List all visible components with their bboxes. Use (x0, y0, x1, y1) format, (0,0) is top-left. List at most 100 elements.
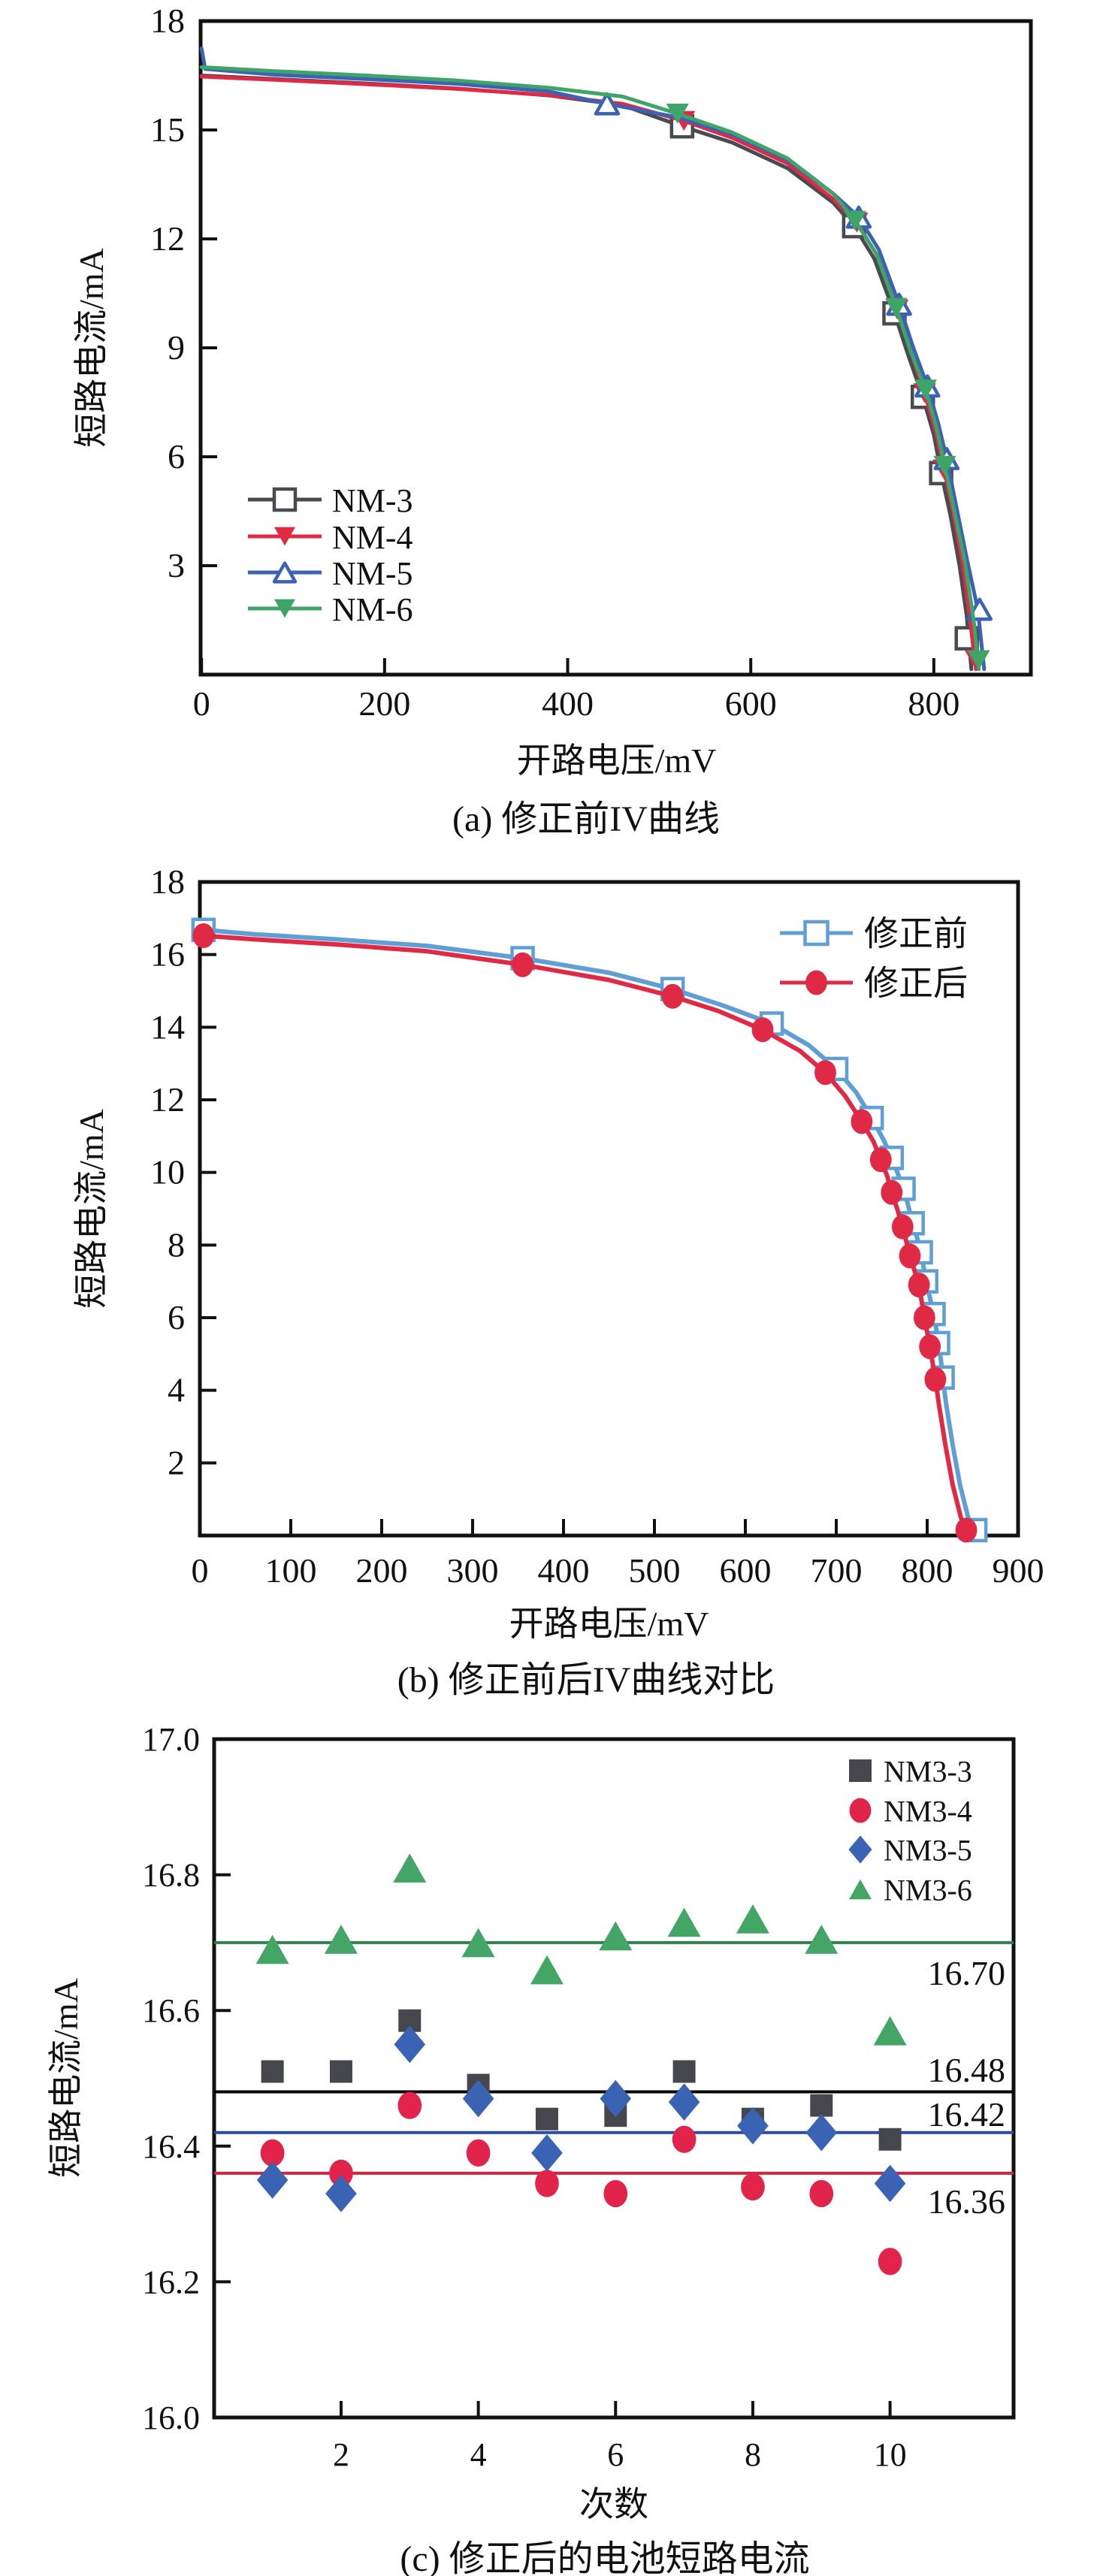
legend-label: NM3-3 (884, 1754, 972, 1788)
marker-circle (603, 2179, 628, 2208)
marker-square (849, 1759, 872, 1782)
series-line-NM-5 (199, 46, 987, 672)
marker-triangle-up (324, 1925, 358, 1954)
marker-square (803, 920, 829, 947)
marker-square (810, 2094, 833, 2117)
y-tick-label: 12 (150, 1080, 185, 1119)
marker-triangle-up (272, 561, 298, 584)
x-tick-label: 900 (993, 1551, 1044, 1590)
x-tick-label: 500 (629, 1551, 681, 1590)
chart-a-caption: (a) 修正前IV曲线 (452, 799, 720, 839)
marker-triangle-up (736, 1904, 769, 1934)
marker-circle (924, 1367, 947, 1392)
marker-square (329, 2060, 352, 2083)
marker-diamond (805, 2113, 838, 2152)
series-line-NM-6 (199, 65, 981, 672)
y-tick-label: 16.6 (142, 1992, 200, 2029)
marker-circle (260, 2139, 285, 2167)
y-tick-label: 16.2 (142, 2263, 200, 2300)
legend-label: NM-4 (332, 519, 413, 556)
chart-b-caption: (b) 修正前后IV曲线对比 (397, 1660, 775, 1700)
x-tick-label: 0 (192, 1551, 209, 1590)
marker-circle (891, 1214, 914, 1240)
marker-square (261, 2060, 284, 2083)
chart-c-caption: (c) 修正后的电池短路电流 (400, 2539, 810, 2576)
marker-circle (908, 1273, 930, 1297)
plot-frame (212, 1737, 1016, 2420)
x-tick-label: 200 (356, 1551, 408, 1590)
x-tick-label: 2 (333, 2436, 349, 2473)
marker-circle (672, 2125, 697, 2153)
x-tick-label: 10 (874, 2436, 907, 2473)
marker-circle (849, 1798, 872, 1823)
legend-label: 修正后 (864, 965, 968, 1003)
marker-triangle-down (274, 527, 295, 546)
marker-circle (397, 2091, 422, 2119)
y-tick-label: 15 (150, 110, 185, 149)
y-tick-label: 3 (168, 546, 185, 584)
y-tick-label: 9 (168, 328, 185, 367)
x-tick-label: 300 (447, 1551, 499, 1590)
x-tick-label: 700 (811, 1551, 863, 1590)
x-tick-label: 0 (193, 684, 210, 723)
marker-triangle-up (461, 1928, 495, 1958)
marker-triangle-up (594, 92, 621, 116)
chart-b-x-axis-label: 开路电压/mV (509, 1605, 709, 1643)
marker-diamond (325, 2175, 357, 2212)
y-tick-label: 10 (150, 1153, 185, 1191)
legend-label: NM3-5 (884, 1833, 972, 1867)
marker-circle (878, 2248, 902, 2276)
reference-value-annotation: 16.70 (928, 1954, 1006, 1992)
reference-value-annotation: 16.48 (928, 2051, 1006, 2089)
marker-triangle-up (849, 1879, 872, 1900)
marker-circle (955, 1518, 978, 1543)
chart-b-y-axis-label: 短路电流/mA (72, 1109, 110, 1309)
marker-circle (805, 970, 827, 995)
marker-diamond (531, 2134, 563, 2172)
marker-circle (661, 983, 684, 1009)
y-tick-label: 6 (168, 437, 185, 476)
marker-circle (466, 2139, 491, 2167)
corrected-short-circuit-current-scatter-chart: 2 4 6 8 10 16.0 16.2 16.4 16.6 16.8 17.0 16.70 16.48… (142, 1721, 1016, 2473)
marker-circle (919, 1334, 941, 1360)
y-tick-label: 4 (168, 1371, 185, 1409)
marker-diamond (737, 2106, 769, 2145)
marker-triangle-down (884, 297, 908, 319)
chart-a-x-axis-label: 开路电压/mV (516, 741, 717, 780)
marker-circle (851, 1109, 873, 1134)
x-tick-label: 4 (470, 2436, 487, 2473)
marker-triangle-up (599, 1921, 633, 1951)
y-tick-label: 18 (150, 862, 185, 901)
marker-triangle-up (530, 1955, 564, 1985)
legend-label: 修正前 (864, 915, 968, 953)
marker-triangle-down (666, 104, 689, 124)
y-tick-label: 16 (150, 935, 185, 974)
marker-triangle-up (393, 1853, 427, 1883)
y-tick-label: 8 (168, 1225, 185, 1264)
y-tick-label: 12 (150, 219, 185, 258)
y-tick-label: 16.0 (142, 2399, 200, 2436)
x-tick-label: 600 (725, 684, 777, 723)
x-tick-label: 800 (902, 1551, 953, 1590)
marker-triangle-down (914, 379, 937, 400)
y-tick-label: 6 (168, 1298, 185, 1336)
marker-triangle-up (667, 1907, 701, 1937)
x-tick-label: 400 (542, 684, 594, 723)
legend-label: NM-5 (332, 555, 413, 592)
marker-triangle-up (255, 1934, 289, 1964)
series-line-NM-4 (199, 74, 978, 672)
x-tick-label: 100 (265, 1551, 317, 1590)
marker-triangle-down (933, 455, 956, 476)
y-tick-label: 16.4 (142, 2128, 200, 2165)
marker-triangle-up (805, 1925, 839, 1954)
marker-diamond (848, 1835, 872, 1864)
marker-circle (881, 1179, 903, 1205)
marker-square (535, 2107, 558, 2131)
y-tick-label: 18 (150, 2, 185, 40)
series-line-修正前 (201, 927, 978, 1534)
chart-c-x-axis-label: 次数 (579, 2485, 648, 2523)
marker-triangle-up (873, 2016, 907, 2046)
marker-diamond (668, 2083, 700, 2121)
marker-square (878, 2128, 902, 2151)
